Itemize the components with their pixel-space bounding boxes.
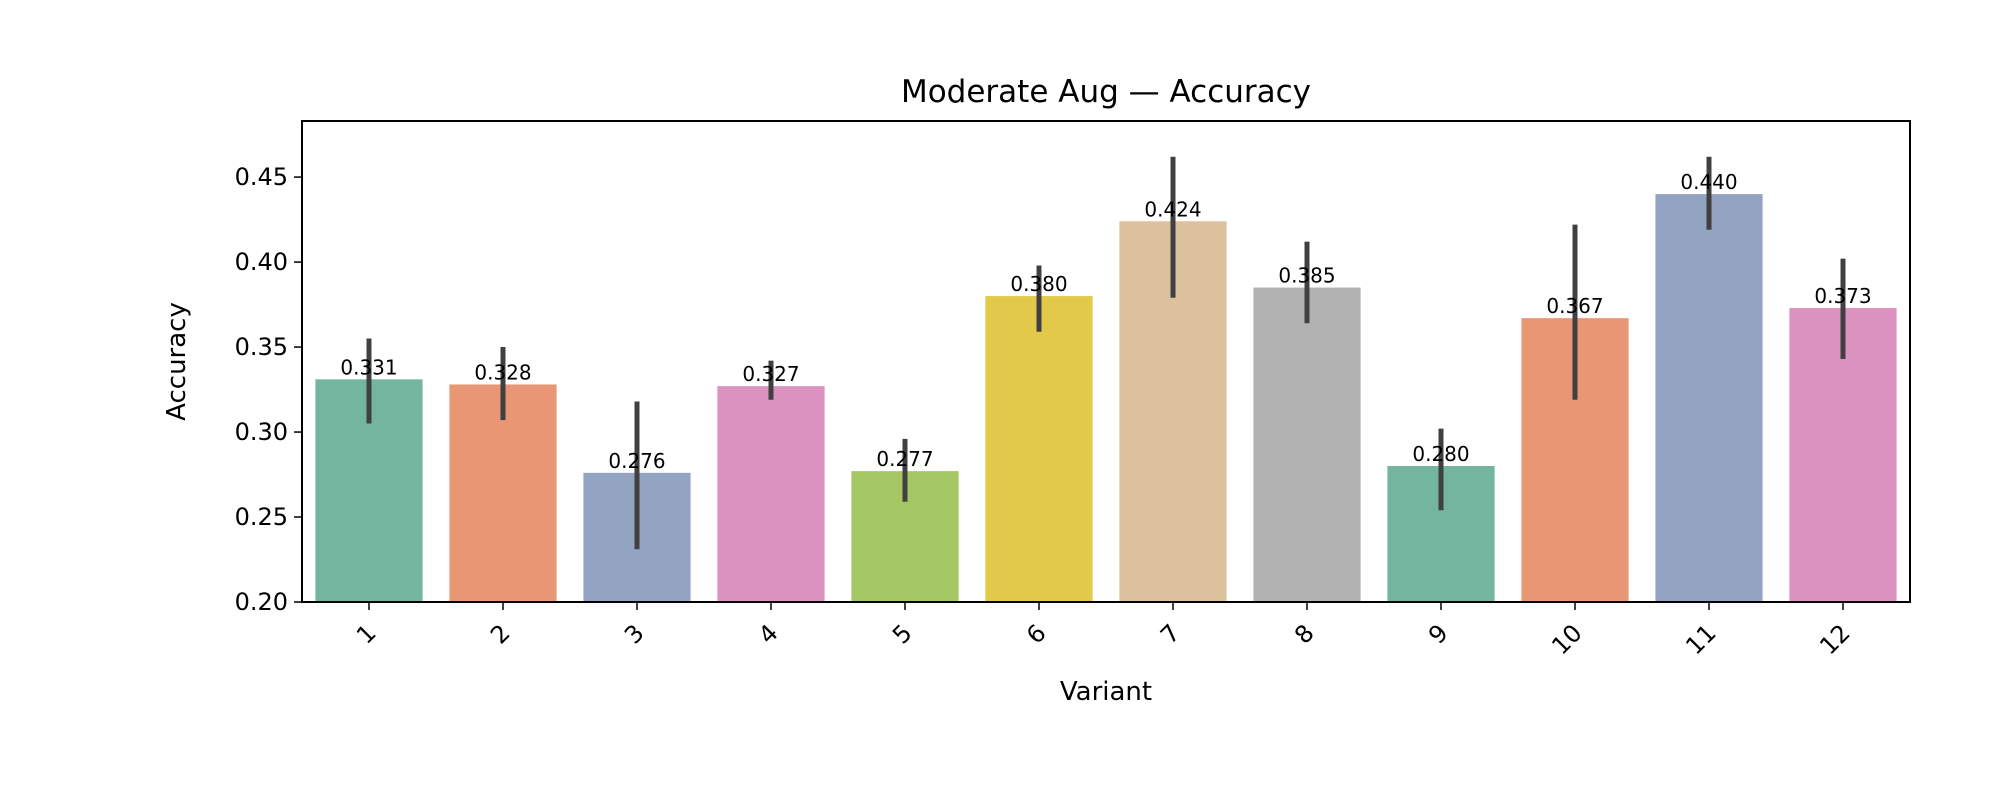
- data-label-11: 0.440: [1680, 170, 1737, 194]
- x-tick-label-7: 7: [1155, 619, 1186, 650]
- x-tick-label-1: 1: [351, 619, 382, 650]
- x-axis: 1 2 3 4 5 6 7 8 9 10 11 12: [351, 602, 1856, 660]
- chart-title: Moderate Aug — Accuracy: [901, 74, 1311, 110]
- error-bars-layer: [366, 156, 1846, 550]
- bars-layer: [315, 194, 1897, 602]
- x-tick-label-6: 6: [1021, 619, 1052, 650]
- y-tick-label-0.35: 0.35: [235, 333, 288, 361]
- x-tick-label-4: 4: [753, 619, 784, 650]
- x-tick-label-9: 9: [1423, 619, 1454, 650]
- y-axis: 0.20 0.25 0.30 0.35 0.40 0.45: [235, 163, 302, 616]
- data-label-10: 0.367: [1546, 294, 1603, 318]
- bar-11: [1655, 194, 1763, 602]
- data-labels-layer: 0.331 0.328 0.276 0.327 0.277 0.380 0.424 0.385…: [340, 170, 1871, 473]
- data-label-7: 0.424: [1144, 197, 1201, 221]
- plot-frame: [301, 120, 1911, 603]
- y-tick-label-0.25: 0.25: [235, 503, 288, 531]
- y-axis-label: Accuracy: [162, 302, 192, 421]
- data-label-12: 0.373: [1814, 284, 1871, 308]
- data-label-9: 0.280: [1412, 442, 1469, 466]
- y-tick-label-0.20: 0.20: [235, 588, 288, 616]
- y-tick-label-0.30: 0.30: [235, 418, 288, 446]
- x-tick-label-12: 12: [1814, 619, 1855, 660]
- bar-4: [717, 386, 825, 602]
- y-tick-label-0.45: 0.45: [235, 163, 288, 191]
- x-tick-label-11: 11: [1680, 619, 1721, 660]
- data-label-6: 0.380: [1010, 272, 1067, 296]
- data-label-1: 0.331: [340, 355, 397, 379]
- bar-8: [1253, 287, 1361, 602]
- x-axis-label: Variant: [1060, 677, 1152, 707]
- data-label-5: 0.277: [876, 447, 933, 471]
- x-tick-label-5: 5: [887, 619, 918, 650]
- data-label-3: 0.276: [608, 449, 665, 473]
- y-tick-label-0.40: 0.40: [235, 248, 288, 276]
- x-tick-label-3: 3: [619, 619, 650, 650]
- x-tick-label-10: 10: [1546, 619, 1587, 660]
- data-label-4: 0.327: [742, 362, 799, 386]
- x-tick-label-8: 8: [1289, 619, 1320, 650]
- x-tick-label-2: 2: [485, 619, 516, 650]
- bar-2: [449, 384, 557, 602]
- bar-6: [985, 296, 1093, 602]
- data-label-8: 0.385: [1278, 264, 1335, 288]
- data-label-2: 0.328: [474, 360, 531, 384]
